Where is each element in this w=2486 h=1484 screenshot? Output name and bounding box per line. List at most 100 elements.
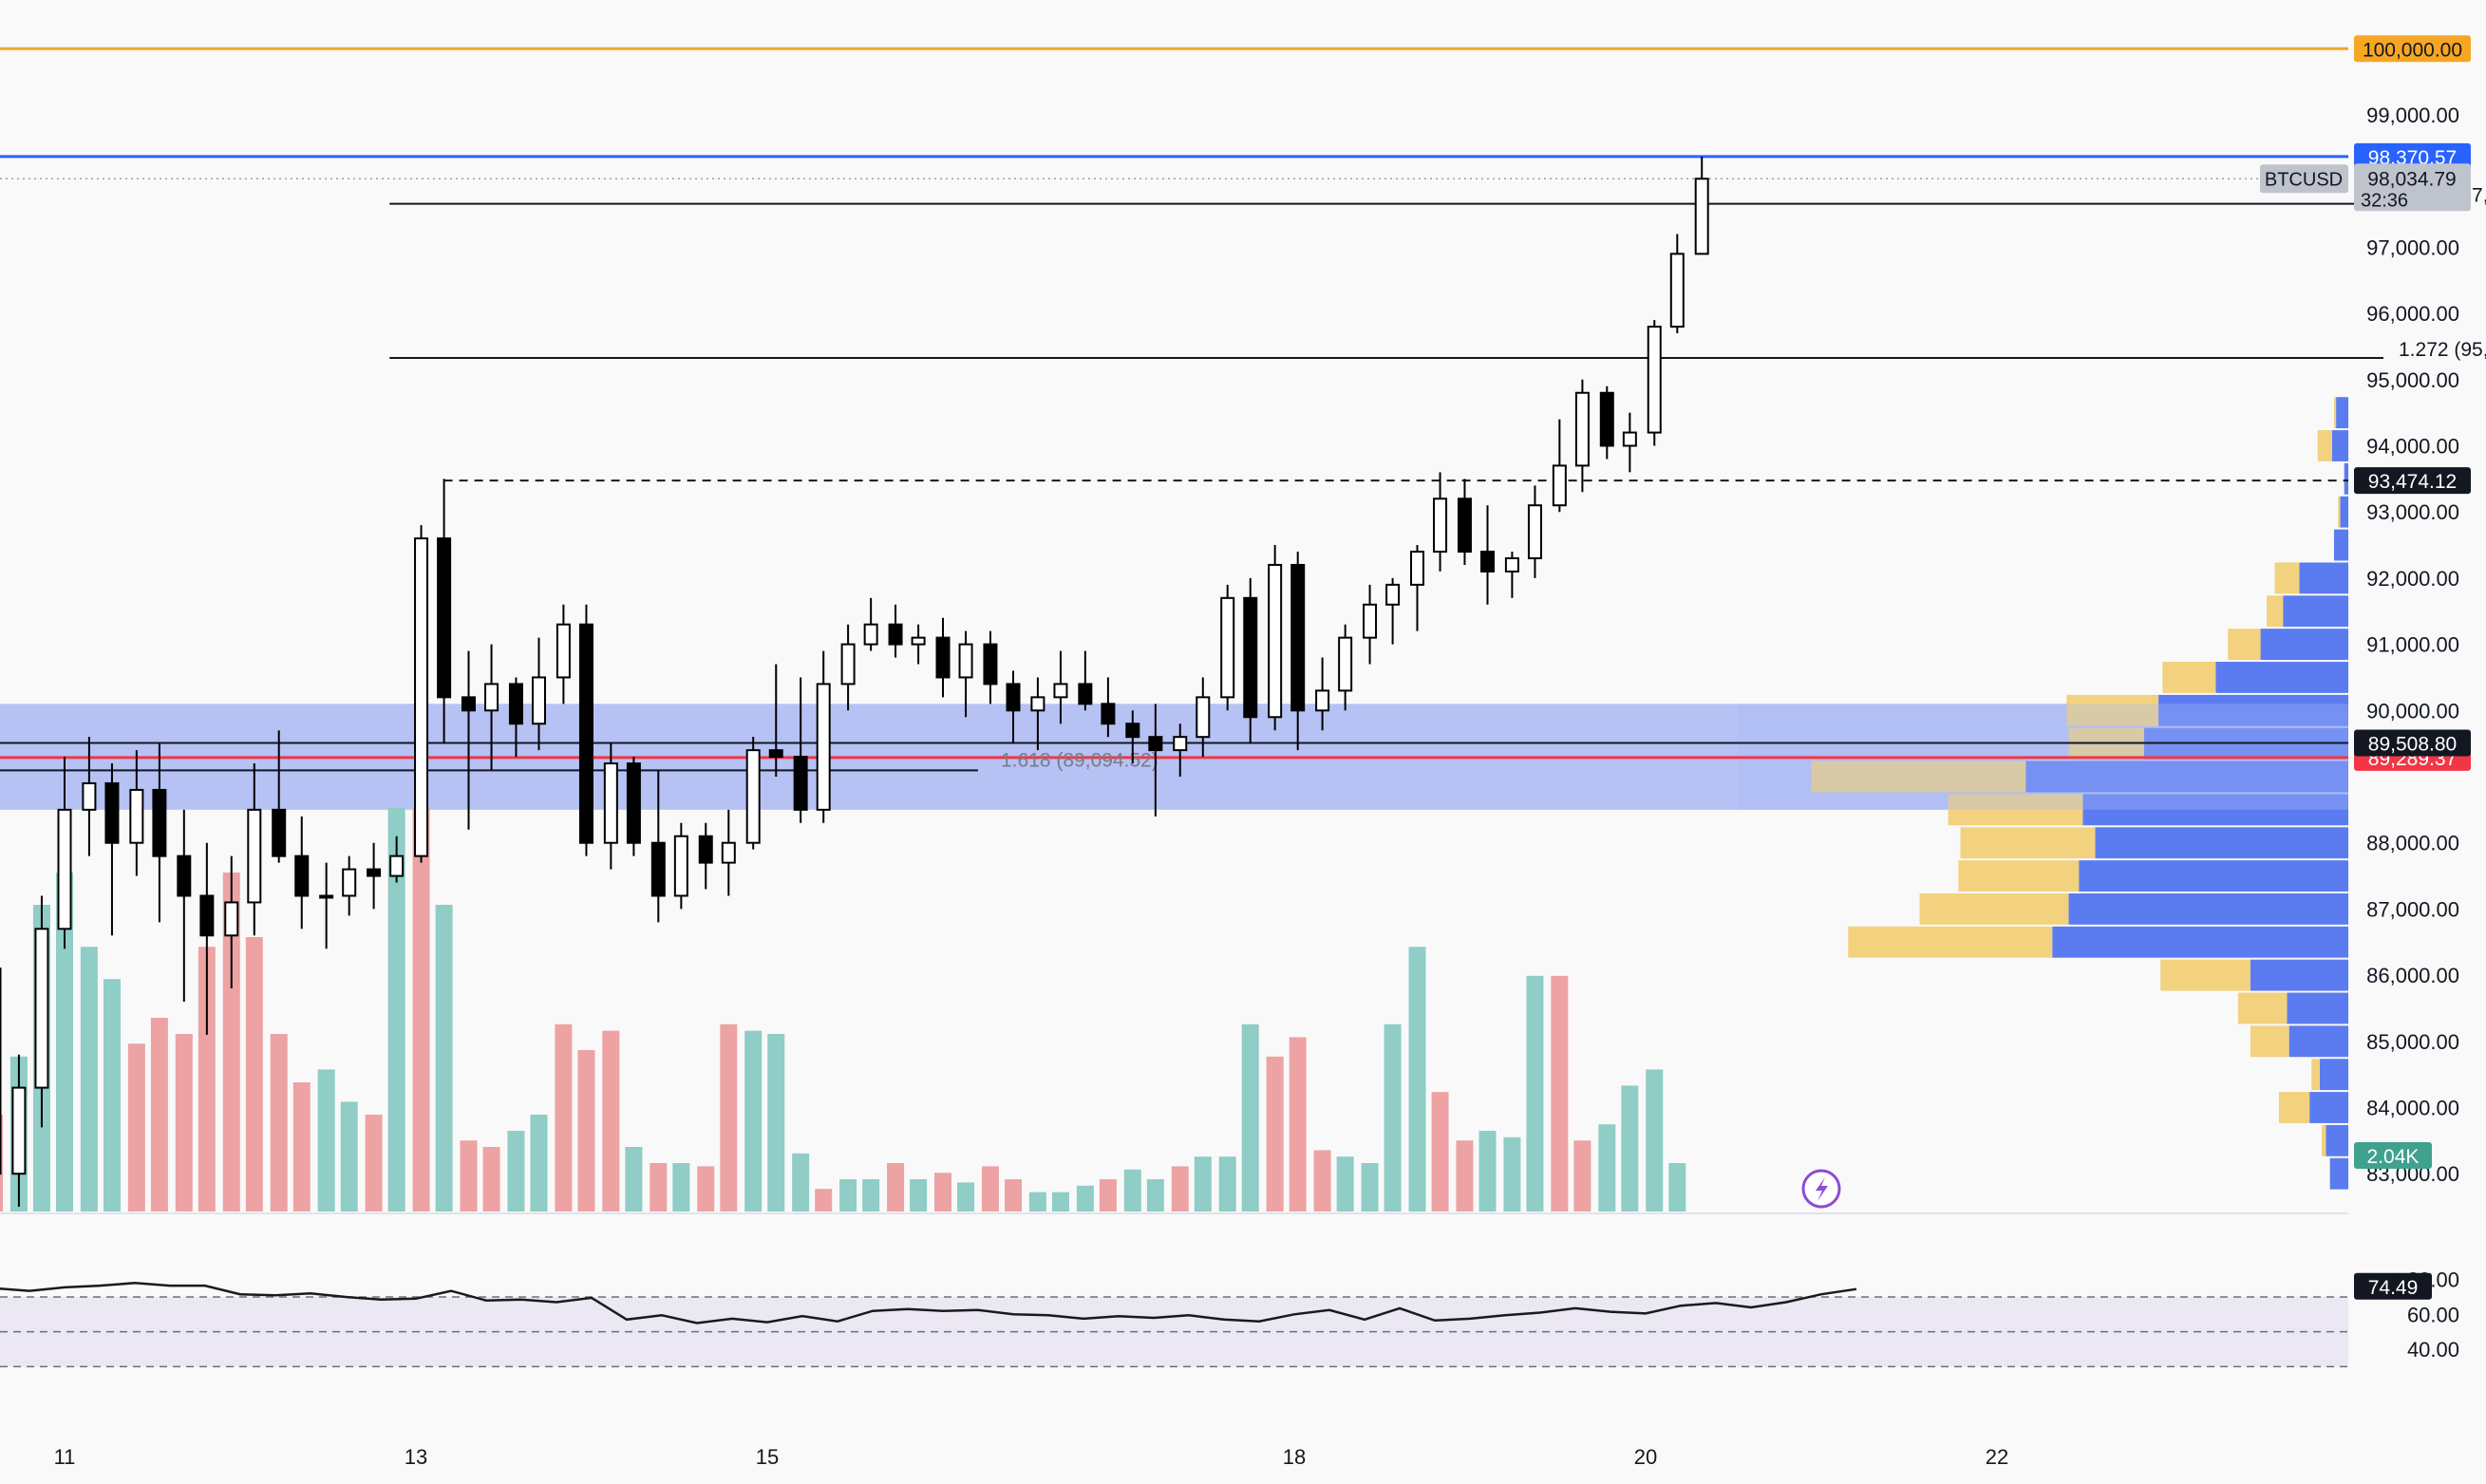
candle[interactable] bbox=[11, 1086, 27, 1175]
candle[interactable] bbox=[650, 841, 666, 897]
candle[interactable] bbox=[1622, 431, 1637, 447]
candle[interactable] bbox=[224, 901, 239, 937]
volume-bar bbox=[1099, 1179, 1117, 1212]
vp-down-bar bbox=[1960, 827, 2096, 859]
volume-bar bbox=[981, 1166, 999, 1212]
candle[interactable] bbox=[1363, 603, 1378, 639]
candle[interactable] bbox=[82, 781, 97, 811]
candle[interactable] bbox=[1694, 178, 1709, 255]
candle[interactable] bbox=[673, 835, 688, 897]
price-lines: 1.618 (97,656.99)1.272 (95,326.81)1.618 … bbox=[0, 47, 2486, 772]
volume-bar bbox=[1171, 1166, 1189, 1212]
candle[interactable] bbox=[1290, 563, 1306, 712]
time-axis[interactable]: 111315182022252729Dec357 bbox=[54, 1445, 2486, 1469]
candle[interactable] bbox=[129, 788, 144, 844]
candle[interactable] bbox=[1078, 683, 1093, 705]
candle[interactable] bbox=[319, 894, 334, 899]
candle[interactable] bbox=[1006, 683, 1021, 712]
candle[interactable] bbox=[1030, 696, 1045, 712]
candle[interactable] bbox=[698, 835, 713, 864]
candle[interactable] bbox=[177, 855, 192, 897]
candle[interactable] bbox=[626, 762, 641, 844]
vp-down-bar bbox=[2237, 992, 2288, 1024]
candle[interactable] bbox=[414, 537, 429, 857]
candle[interactable] bbox=[508, 683, 523, 725]
candles[interactable] bbox=[0, 156, 1709, 1220]
candle[interactable] bbox=[888, 623, 903, 646]
candle[interactable] bbox=[1173, 736, 1188, 752]
candle[interactable] bbox=[1338, 636, 1353, 692]
candle[interactable] bbox=[556, 623, 571, 679]
candle[interactable] bbox=[1527, 504, 1542, 559]
candle[interactable] bbox=[1599, 391, 1614, 447]
candle[interactable] bbox=[816, 683, 831, 811]
candle[interactable] bbox=[745, 749, 761, 844]
candle[interactable] bbox=[152, 788, 167, 857]
candle[interactable] bbox=[57, 808, 72, 930]
volume-bar bbox=[1573, 1140, 1591, 1212]
candle[interactable] bbox=[1220, 596, 1235, 699]
candle[interactable] bbox=[1101, 703, 1116, 725]
candle[interactable] bbox=[935, 636, 951, 679]
candle[interactable] bbox=[793, 756, 808, 811]
candle[interactable] bbox=[1148, 736, 1163, 752]
candle[interactable] bbox=[367, 868, 382, 877]
candle[interactable] bbox=[958, 643, 973, 679]
candle[interactable] bbox=[1243, 596, 1258, 719]
candle[interactable] bbox=[272, 808, 287, 857]
rsi-tick-label: 60.00 bbox=[2407, 1303, 2459, 1326]
vp-down-bar bbox=[2250, 1025, 2289, 1058]
candle[interactable] bbox=[1480, 551, 1495, 573]
candle[interactable] bbox=[437, 537, 452, 699]
vp-down-bar bbox=[2160, 959, 2251, 991]
candle[interactable] bbox=[34, 928, 49, 1089]
volume-bars bbox=[0, 808, 1686, 1212]
price-tick-label: 92,000.00 bbox=[2366, 567, 2459, 591]
candle[interactable] bbox=[863, 623, 878, 646]
candle[interactable] bbox=[1385, 583, 1401, 606]
candle[interactable] bbox=[1504, 556, 1519, 573]
candle[interactable] bbox=[1647, 326, 1662, 434]
candle[interactable] bbox=[983, 643, 998, 686]
price-tick-label: 96,000.00 bbox=[2366, 302, 2459, 326]
candle[interactable] bbox=[768, 749, 783, 759]
vp-up-bar bbox=[2082, 794, 2348, 826]
candle[interactable] bbox=[104, 781, 120, 844]
candle[interactable] bbox=[1552, 464, 1567, 507]
event-markers[interactable] bbox=[1801, 1169, 2486, 1209]
volume-bar bbox=[1668, 1163, 1686, 1212]
candle[interactable] bbox=[0, 967, 2, 1175]
candle[interactable] bbox=[484, 683, 499, 712]
candle[interactable] bbox=[1268, 563, 1283, 719]
lightning-icon[interactable] bbox=[1801, 1169, 1841, 1209]
candle[interactable] bbox=[1196, 696, 1211, 739]
candle[interactable] bbox=[342, 868, 357, 897]
candle[interactable] bbox=[389, 855, 405, 877]
candle[interactable] bbox=[578, 623, 593, 844]
candle[interactable] bbox=[721, 841, 736, 864]
candle[interactable] bbox=[294, 855, 310, 897]
symbol-tag: BTCUSD bbox=[2260, 164, 2348, 194]
candle[interactable] bbox=[461, 696, 476, 712]
volume-bar bbox=[80, 947, 98, 1212]
candle[interactable] bbox=[911, 636, 926, 646]
candle[interactable] bbox=[532, 676, 546, 725]
candle[interactable] bbox=[1457, 498, 1472, 554]
candle[interactable] bbox=[1053, 683, 1068, 699]
candle[interactable] bbox=[1433, 498, 1448, 554]
candle[interactable] bbox=[1574, 391, 1590, 467]
candle[interactable] bbox=[199, 894, 215, 937]
candle[interactable] bbox=[1125, 723, 1140, 739]
volume-bar bbox=[270, 1034, 288, 1212]
vp-up-bar bbox=[2095, 827, 2348, 859]
volume-bar bbox=[1456, 1140, 1474, 1212]
candle[interactable] bbox=[840, 643, 856, 686]
candle[interactable] bbox=[247, 808, 262, 904]
candle[interactable] bbox=[1315, 689, 1330, 712]
candle[interactable] bbox=[1669, 253, 1685, 329]
candle[interactable] bbox=[603, 762, 618, 844]
volume-bar bbox=[387, 808, 405, 1212]
candle[interactable] bbox=[1410, 551, 1424, 586]
